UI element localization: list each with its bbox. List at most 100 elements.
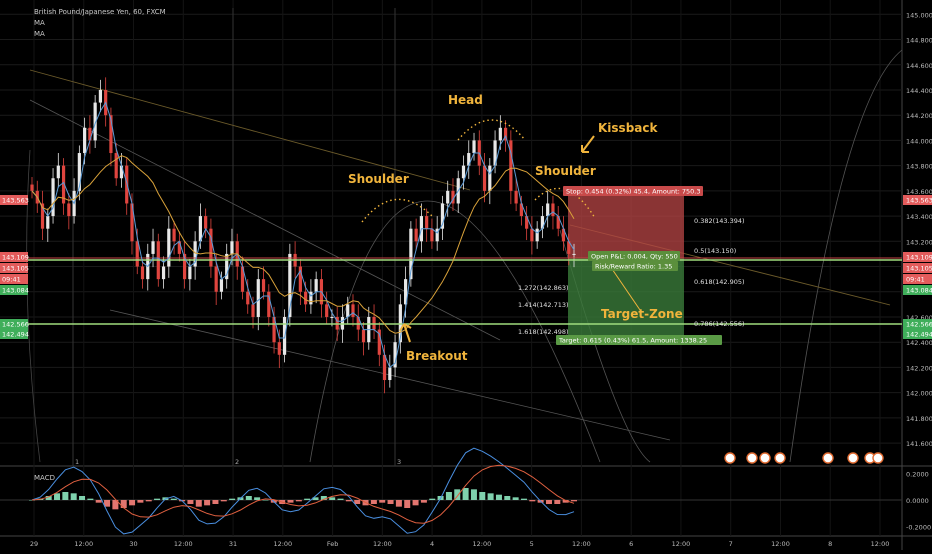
candle[interactable]	[93, 102, 97, 141]
candle[interactable]	[267, 291, 271, 317]
candle[interactable]	[404, 279, 408, 305]
candle[interactable]	[61, 165, 66, 204]
candle[interactable]	[172, 228, 176, 242]
candle[interactable]	[493, 140, 497, 166]
candle[interactable]	[467, 153, 471, 166]
candle[interactable]	[114, 153, 118, 179]
candle[interactable]	[193, 241, 197, 267]
candle[interactable]	[204, 216, 208, 229]
candle[interactable]	[261, 279, 266, 292]
candle[interactable]	[435, 228, 439, 242]
candle[interactable]	[551, 203, 555, 217]
candle[interactable]	[272, 316, 276, 343]
candle[interactable]	[425, 216, 429, 229]
candle[interactable]	[225, 253, 229, 280]
candle[interactable]	[304, 291, 308, 305]
candle[interactable]	[183, 253, 187, 280]
candle[interactable]	[393, 342, 397, 368]
candle[interactable]	[309, 291, 313, 305]
candle[interactable]	[546, 203, 550, 217]
candle[interactable]	[351, 304, 355, 317]
event-icon[interactable]	[872, 452, 884, 464]
macd-histogram-bar	[412, 500, 419, 506]
candle[interactable]	[382, 354, 387, 381]
candle[interactable]	[56, 165, 60, 179]
candle[interactable]	[167, 228, 171, 267]
candle[interactable]	[109, 115, 113, 154]
candle[interactable]	[88, 127, 92, 141]
event-icon[interactable]	[774, 452, 786, 464]
candle[interactable]	[519, 203, 523, 217]
candle[interactable]	[198, 216, 202, 242]
candle[interactable]	[298, 266, 302, 292]
candle[interactable]	[240, 266, 245, 292]
candle[interactable]	[130, 203, 134, 242]
candle[interactable]	[230, 241, 234, 254]
event-icon[interactable]	[822, 452, 834, 464]
candle[interactable]	[388, 367, 392, 381]
candle[interactable]	[509, 140, 513, 191]
candle[interactable]	[256, 279, 260, 317]
candle[interactable]	[209, 228, 213, 267]
event-icon[interactable]	[847, 452, 859, 464]
event-icon[interactable]	[759, 452, 771, 464]
candle[interactable]	[83, 127, 87, 154]
candle[interactable]	[135, 241, 139, 267]
candle[interactable]	[488, 165, 492, 191]
candle[interactable]	[472, 140, 476, 154]
candle[interactable]	[409, 228, 413, 280]
candle[interactable]	[161, 266, 166, 280]
candle[interactable]	[177, 241, 181, 254]
candle[interactable]	[498, 127, 502, 141]
candle[interactable]	[67, 203, 71, 217]
candle[interactable]	[446, 190, 450, 204]
ma-legend-1[interactable]: MA	[34, 19, 45, 27]
candle[interactable]	[561, 228, 566, 242]
candle[interactable]	[30, 184, 34, 191]
ma-legend-2[interactable]: MA	[34, 30, 45, 38]
candle[interactable]	[556, 216, 560, 229]
candle[interactable]	[214, 266, 218, 292]
target-zone[interactable]	[568, 258, 684, 340]
candle[interactable]	[572, 253, 576, 255]
candle[interactable]	[525, 216, 529, 229]
candle[interactable]	[40, 203, 45, 229]
candle[interactable]	[188, 266, 192, 280]
candle[interactable]	[567, 241, 571, 254]
candle[interactable]	[430, 228, 434, 242]
candle[interactable]	[314, 279, 318, 292]
event-icon[interactable]	[746, 452, 758, 464]
candle[interactable]	[535, 228, 539, 242]
candle[interactable]	[77, 153, 81, 191]
candle[interactable]	[219, 279, 224, 292]
candle[interactable]	[514, 190, 518, 204]
candle[interactable]	[277, 342, 281, 355]
macd-histogram-bar	[170, 498, 177, 500]
stop-zone[interactable]	[568, 186, 684, 258]
candle[interactable]	[414, 228, 418, 242]
candle[interactable]	[98, 89, 103, 103]
candle[interactable]	[251, 304, 255, 317]
candle[interactable]	[540, 216, 545, 229]
candle[interactable]	[288, 253, 292, 317]
candle[interactable]	[451, 190, 455, 204]
candle[interactable]	[377, 329, 381, 355]
candle[interactable]	[51, 178, 55, 217]
event-icon[interactable]	[724, 452, 736, 464]
candle[interactable]	[361, 329, 366, 343]
candle[interactable]	[325, 304, 329, 317]
candle[interactable]	[140, 266, 145, 280]
candle[interactable]	[440, 203, 445, 229]
candle[interactable]	[46, 216, 50, 229]
candle[interactable]	[503, 127, 508, 141]
candle[interactable]	[151, 241, 155, 254]
candle[interactable]	[482, 165, 487, 191]
candle[interactable]	[530, 228, 534, 242]
candle[interactable]	[330, 316, 334, 318]
candle[interactable]	[346, 304, 350, 317]
candle[interactable]	[461, 165, 466, 179]
candle[interactable]	[246, 291, 250, 305]
candle[interactable]	[119, 165, 124, 179]
